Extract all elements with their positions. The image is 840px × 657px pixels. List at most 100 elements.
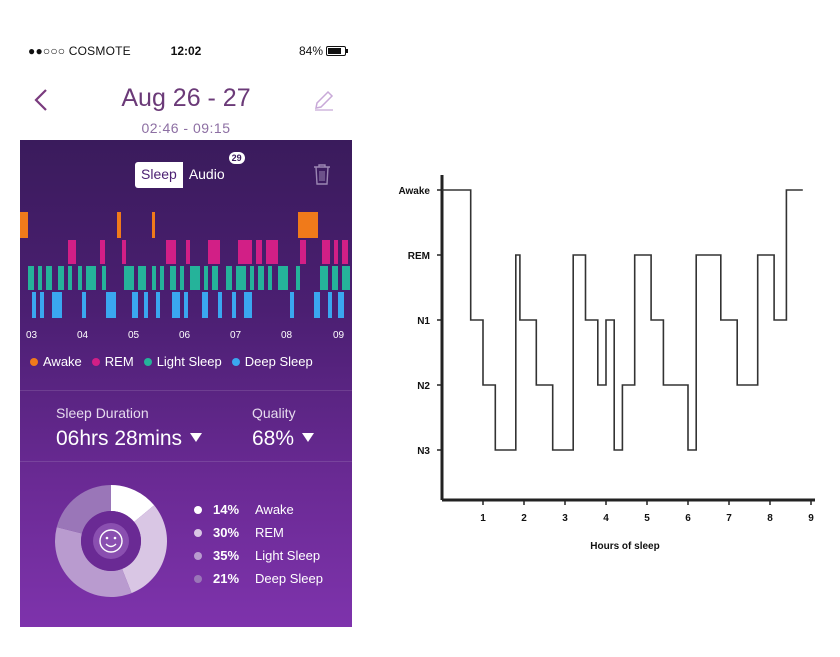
stage-segment — [290, 292, 294, 318]
stage-segment — [250, 266, 254, 290]
stage-segment — [338, 292, 344, 318]
stage-segment — [117, 212, 121, 238]
stage-segment — [32, 292, 36, 318]
back-button[interactable] — [34, 88, 48, 117]
y-tick-label: Awake — [398, 186, 430, 197]
tick-09: 09 — [333, 330, 345, 341]
tab-sleep[interactable]: Sleep — [135, 162, 183, 188]
y-tick-label: N1 — [417, 316, 430, 327]
duration-label: Sleep Duration — [56, 405, 149, 421]
stage-segment — [190, 266, 200, 290]
stage-segment — [226, 266, 232, 290]
stage-segment — [124, 266, 134, 290]
stage-segment — [334, 240, 338, 264]
tick-04: 04 — [77, 330, 89, 341]
face-disc — [93, 523, 129, 559]
stage-segment — [38, 266, 42, 290]
stage-segment — [58, 266, 64, 290]
time-range: 02:46 - 09:15 — [141, 120, 231, 136]
stage-segment — [238, 240, 252, 264]
tick-03: 03 — [26, 330, 38, 341]
duration-value[interactable]: 06hrs 28mins — [56, 427, 203, 451]
stage-segment — [78, 266, 82, 290]
pencil-icon[interactable] — [312, 88, 336, 112]
stage-segment — [170, 266, 176, 290]
stage-segment — [212, 266, 218, 290]
tick-07: 07 — [230, 330, 242, 341]
stage-segment — [268, 266, 272, 290]
battery-percent: 84% — [298, 44, 323, 58]
hypnogram-chart: Awake REM N1 N2 N3 1 2 3 4 5 6 7 8 9 Hours of sleep — [398, 175, 815, 552]
stage-segment — [342, 266, 350, 290]
stage-segment — [208, 240, 220, 264]
stage-segment — [298, 212, 318, 238]
stage-segment — [68, 240, 76, 264]
stage-segment — [266, 240, 278, 264]
stage-segment — [204, 266, 208, 290]
tick-08: 08 — [281, 330, 293, 341]
stage-segment — [314, 292, 320, 318]
timeline-axis: 03 04 05 06 07 08 09 — [20, 330, 352, 344]
breakdown-light: 35% Light Sleep — [194, 544, 323, 567]
x-tick-label: 3 — [562, 513, 568, 524]
stage-segment — [106, 292, 116, 318]
page-title: Aug 26 - 27 — [121, 84, 251, 112]
stage-segment — [320, 266, 328, 290]
audio-count-badge: 29 — [228, 152, 245, 164]
stage-segment — [122, 240, 126, 264]
stage-segment — [152, 212, 155, 238]
status-bar: ●●○○○ COSMOTE 12:02 84% — [20, 40, 352, 62]
x-tick-label: 6 — [685, 513, 691, 524]
x-axis-label: Hours of sleep — [590, 541, 659, 552]
donut-slice-light-sleep — [55, 527, 132, 597]
stage-segment — [132, 292, 138, 318]
legend-awake: Awake — [30, 354, 82, 369]
stage-segment — [68, 266, 72, 290]
battery-icon — [326, 46, 348, 56]
stage-segment — [332, 266, 338, 290]
view-toggle: Sleep Audio 29 — [135, 152, 245, 188]
smiley-icon — [99, 529, 123, 553]
donut-slice-rem — [122, 505, 167, 594]
stage-segment — [172, 292, 180, 318]
hypnogram-line — [442, 189, 803, 451]
breakdown-rem: 30% REM — [194, 521, 323, 544]
donut-slice-awake — [111, 485, 155, 522]
timeline-row-2 — [28, 266, 350, 290]
stage-segment — [278, 266, 288, 290]
stage-segment — [144, 292, 148, 318]
x-tick-label: 5 — [644, 513, 650, 524]
y-tick-label: REM — [408, 251, 430, 262]
tick-06: 06 — [179, 330, 191, 341]
stage-segment — [342, 240, 348, 264]
breakdown-awake: 14% Awake — [194, 498, 323, 521]
timeline-row-0 — [20, 212, 318, 238]
stage-segment — [296, 266, 300, 290]
clock: 12:02 — [170, 44, 202, 58]
carrier-label: ●●○○○ COSMOTE — [28, 44, 131, 58]
stage-segment — [180, 266, 184, 290]
quality-value[interactable]: 68% — [252, 427, 315, 451]
x-tick-label: 2 — [521, 513, 527, 524]
chevron-left-icon — [34, 89, 47, 111]
x-tick-label: 7 — [726, 513, 732, 524]
x-tick-label: 4 — [603, 513, 609, 524]
trash-icon[interactable] — [312, 162, 332, 186]
quality-label: Quality — [252, 405, 296, 421]
stage-segment — [152, 266, 156, 290]
stage-segment — [166, 240, 176, 264]
stage-segment — [184, 292, 188, 318]
stage-segment — [100, 240, 105, 264]
tab-audio-label: Audio — [188, 166, 225, 182]
tab-audio[interactable]: Audio 29 — [183, 152, 245, 188]
stage-segment — [232, 292, 236, 318]
breakdown-legend: 14% Awake 30% REM 35% Light Sleep 21% Deep S… — [194, 498, 323, 590]
y-tick-label: N2 — [417, 381, 430, 392]
tick-05: 05 — [128, 330, 140, 341]
stage-legend: Awake REM Light Sleep Deep Sleep — [30, 354, 350, 369]
stage-segment — [102, 266, 106, 290]
legend-rem: REM — [91, 354, 134, 369]
y-tick-label: N3 — [417, 446, 430, 457]
stage-segment — [202, 292, 208, 318]
battery-indicator: 84% — [298, 44, 348, 58]
